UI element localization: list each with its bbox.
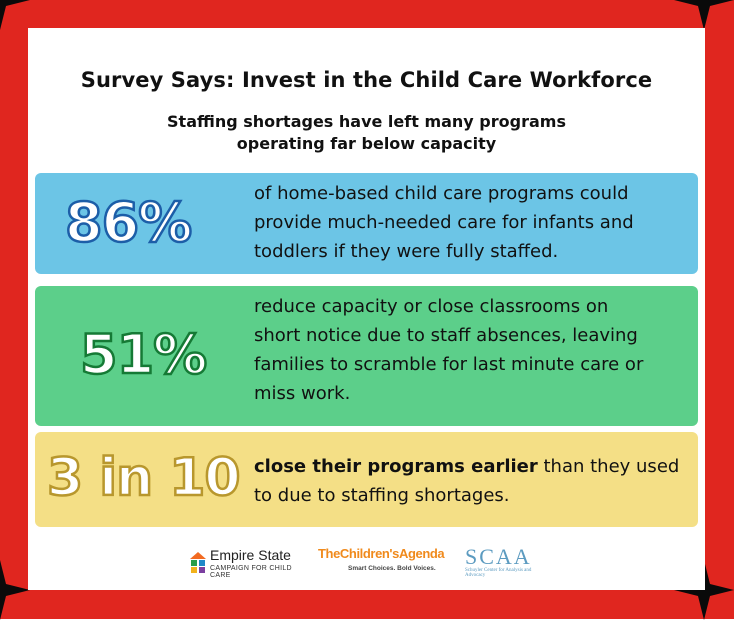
stat-box-86: 86% of home-based child care programs co… [35,173,698,274]
desc-line: close their programs earlier than they u… [254,452,694,481]
subtitle-line: operating far below capacity [236,134,497,153]
desc-line: provide much-needed care for infants and [254,212,634,233]
stat-box-3-in-10: 3 in 10 close their programs earlier tha… [35,432,698,527]
scaa-line: Schuyler Center for Analysis and Advocac… [465,568,532,578]
stat-value: 51% [79,322,209,388]
stat-description: reduce capacity or close classrooms on s… [254,292,694,408]
desc-bold-lead: close their programs earlier [254,456,538,477]
page-title: Survey Says: Invest in the Child Care Wo… [80,68,653,92]
stat-box-51: 51% reduce capacity or close classrooms … [35,286,698,426]
desc-line: families to scramble for last minute car… [254,354,644,375]
childrens-agenda-name: TheChildren'sAgenda [318,546,445,561]
empire-state-name: Empire State [210,547,291,563]
stat-description: close their programs earlier than they u… [254,452,694,510]
partner-logos: Empire State CAMPAIGN FOR CHILD CARE The… [178,544,578,584]
corner-star-icon [0,0,30,30]
childrens-agenda-tagline: Smart Choices. Bold Voices. [348,565,436,572]
stat-value: 86% [64,190,194,256]
desc-line: miss work. [254,383,351,404]
empire-state-logo: Empire State CAMPAIGN FOR CHILD CARE [190,546,310,580]
infographic-card: Survey Says: Invest in the Child Care Wo… [28,28,705,590]
empire-state-sub: CAMPAIGN FOR CHILD CARE [210,565,292,579]
desc-line: reduce capacity or close classrooms on [254,296,609,317]
desc-line: of home-based child care programs could [254,183,629,204]
desc-line: to due to staffing shortages. [254,485,510,506]
desc-rest: than they used [537,456,680,477]
stat-description: of home-based child care programs could … [254,179,694,266]
subtitle-line: Staffing shortages have left many progra… [167,112,566,131]
corner-star-icon [0,560,30,620]
subtitle: Staffing shortages have left many progra… [118,111,615,155]
house-icon [190,552,206,573]
desc-line: toddlers if they were fully staffed. [254,241,559,262]
scaa-mark: SCAA [465,544,532,569]
childrens-agenda-logo: TheChildren'sAgenda Smart Choices. Bold … [318,546,458,580]
stat-value: 3 in 10 [46,447,242,510]
desc-line: short notice due to staff absences, leav… [254,325,638,346]
scaa-logo: SCAA Schuyler Center for Analysis and Ad… [461,544,541,582]
corner-star-icon [674,0,734,30]
